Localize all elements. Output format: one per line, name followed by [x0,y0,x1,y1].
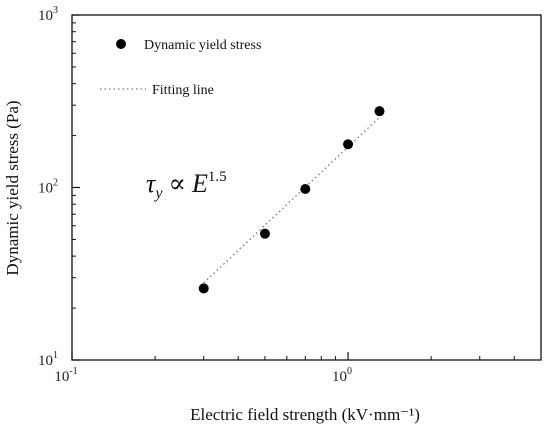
data-point [259,228,270,239]
x-axis-title: Electric field strength (kV·mm⁻¹) [190,405,420,424]
legend-marker-dynamic-yield-stress [116,39,126,49]
x-tick-label: 10-1 [54,366,77,385]
y-tick-label: 102 [38,178,58,197]
fitting-line [203,116,380,284]
legend-label-fitting-line: Fitting line [152,83,214,98]
legend: Dynamic yield stress Fitting line [100,38,261,98]
data-point [374,106,385,117]
data-point [198,283,209,294]
y-tick-label: 101 [38,350,58,369]
annotation-symbol: τ [146,169,157,198]
data-point [300,184,311,195]
data-point [343,139,354,150]
annotation-subscript: y [153,185,163,202]
annotation-exponent: 1.5 [208,169,227,185]
legend-label-dynamic-yield-stress: Dynamic yield stress [144,38,261,53]
annotation-relation: ∝ [168,169,186,198]
annotation-variable: E [191,169,208,198]
power-law-annotation: τy ∝ E1.5 [146,169,227,202]
y-axis-title: Dynamic yield stress (Pa) [3,100,22,275]
y-tick-label: 103 [38,5,58,24]
x-tick-label: 100 [332,366,352,385]
